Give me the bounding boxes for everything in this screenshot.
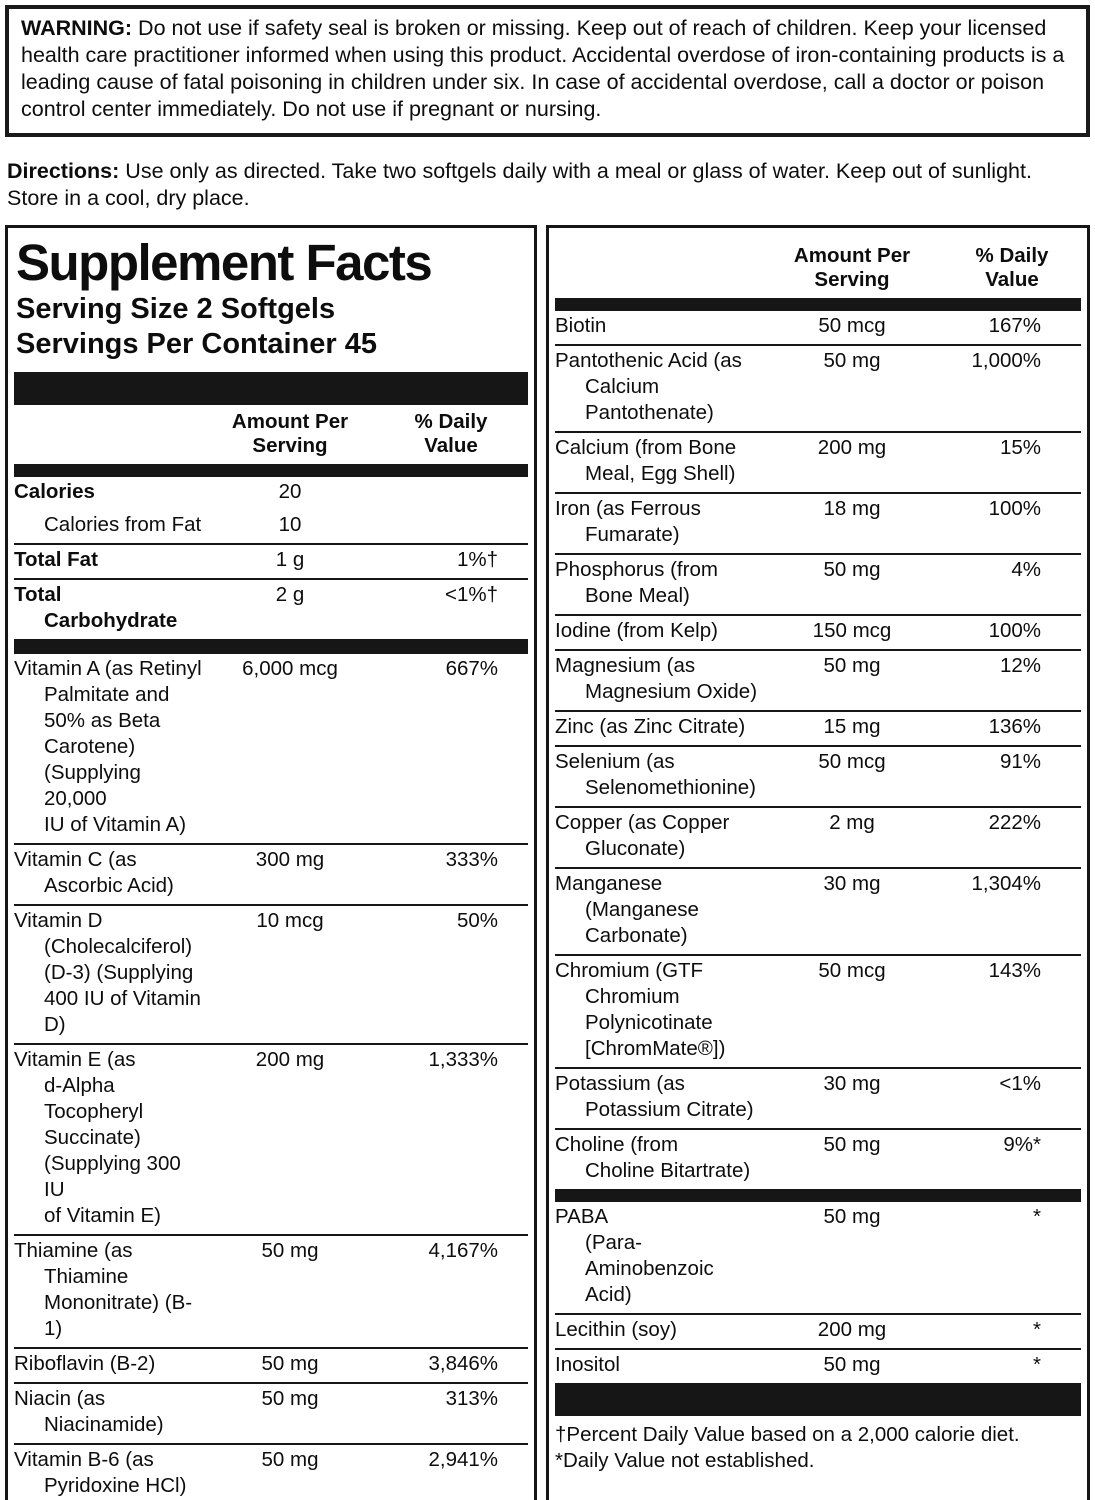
row-copper: Copper (as Copper Gluconate) 2 mg 222% (555, 806, 1081, 867)
supplement-facts-panel-right: Amount Per Serving % Daily Value Biotin … (546, 225, 1090, 1500)
supplement-facts-panels: Supplement Facts Serving Size 2 Softgels… (5, 225, 1090, 1500)
daily-value-header: % Daily Value (414, 410, 488, 457)
footnotes: †Percent Daily Value based on a 2,000 ca… (555, 1422, 1081, 1474)
warning-box: WARNING: Do not use if safety seal is br… (5, 5, 1090, 137)
divider-bar (555, 1383, 1081, 1416)
row-iodine: Iodine (from Kelp) 150 mcg 100% (555, 614, 1081, 649)
divider-bar (14, 639, 528, 654)
row-total-fat: Total Fat 1 g 1%† (14, 543, 528, 578)
row-vitamin-b6: Vitamin B-6 (as Pyridoxine HCl) 50 mg 2,… (14, 1443, 528, 1500)
row-zinc: Zinc (as Zinc Citrate) 15 mg 136% (555, 710, 1081, 745)
serving-size: Serving Size 2 Softgels (16, 293, 336, 325)
supplement-facts-title: Supplement Facts (16, 234, 433, 291)
row-lecithin: Lecithin (soy) 200 mg * (555, 1313, 1081, 1348)
row-phosphorus: Phosphorus (from Bone Meal) 50 mg 4% (555, 553, 1081, 614)
column-headers-left: Amount Per Serving % Daily Value (14, 405, 528, 464)
divider-bar (555, 298, 1081, 311)
directions: Directions: Use only as directed. Take t… (7, 158, 1088, 212)
row-vitamin-d: Vitamin D (Cholecalciferol) (D-3) (Suppl… (14, 904, 528, 1043)
directions-label: Directions: (7, 159, 120, 183)
row-choline: Choline (from Choline Bitartrate) 50 mg … (555, 1128, 1081, 1189)
row-chromium: Chromium (GTF Chromium Polynicotinate [C… (555, 954, 1081, 1067)
row-paba: PABA (Para-Aminobenzoic Acid) 50 mg * (555, 1205, 1041, 1306)
row-calories: Calories 20 (14, 480, 302, 503)
amount-per-serving-header: Amount Per Serving (793, 244, 911, 291)
servings-per-container: Servings Per Container 45 (16, 328, 378, 360)
row-total-carbohydrate: Total Carbohydrate 2 g <1%† (14, 578, 528, 639)
divider-bar (14, 464, 528, 477)
row-manganese: Manganese (Manganese Carbonate) 30 mg 1,… (555, 867, 1081, 954)
row-calories-from-fat: Calories from Fat 10 (44, 513, 302, 536)
row-riboflavin: Riboflavin (B-2) 50 mg 3,846% (14, 1347, 528, 1382)
row-magnesium: Magnesium (as Magnesium Oxide) 50 mg 12% (555, 649, 1081, 710)
row-calcium: Calcium (from Bone Meal, Egg Shell) 200 … (555, 431, 1081, 492)
footnote-not-established: *Daily Value not established. (555, 1449, 815, 1472)
row-inositol: Inositol 50 mg * (555, 1348, 1081, 1383)
row-niacin: Niacin (as Niacinamide) 50 mg 313% (14, 1382, 528, 1443)
supplement-facts-panel-left: Supplement Facts Serving Size 2 Softgels… (5, 225, 537, 1500)
row-pantothenic-acid: Pantothenic Acid (as Calcium Pantothenat… (555, 344, 1081, 431)
row-iron: Iron (as Ferrous Fumarate) 18 mg 100% (555, 492, 1081, 553)
divider-bar (555, 1189, 1081, 1202)
row-selenium: Selenium (as Selenomethionine) 50 mcg 91… (555, 745, 1081, 806)
row-vitamin-a: Vitamin A (as Retinyl Palmitate and 50% … (14, 657, 498, 836)
daily-value-header: % Daily Value (975, 244, 1049, 291)
row-biotin: Biotin 50 mcg 167% (555, 314, 1041, 337)
column-headers-right: Amount Per Serving % Daily Value (555, 228, 1081, 298)
directions-text: Use only as directed. Take two softgels … (7, 159, 1032, 210)
amount-per-serving-header: Amount Per Serving (231, 410, 349, 457)
warning-text: Do not use if safety seal is broken or m… (21, 16, 1065, 121)
footnote-daily-value: †Percent Daily Value based on a 2,000 ca… (555, 1423, 1020, 1446)
row-thiamine: Thiamine (as Thiamine Mononitrate) (B-1)… (14, 1234, 528, 1347)
row-potassium: Potassium (as Potassium Citrate) 30 mg <… (555, 1067, 1081, 1128)
row-vitamin-e: Vitamin E (as d-Alpha Tocopheryl Succina… (14, 1043, 528, 1234)
divider-bar (14, 372, 528, 405)
warning-label: WARNING: (21, 16, 133, 40)
row-vitamin-c: Vitamin C (as Ascorbic Acid) 300 mg 333% (14, 843, 528, 904)
